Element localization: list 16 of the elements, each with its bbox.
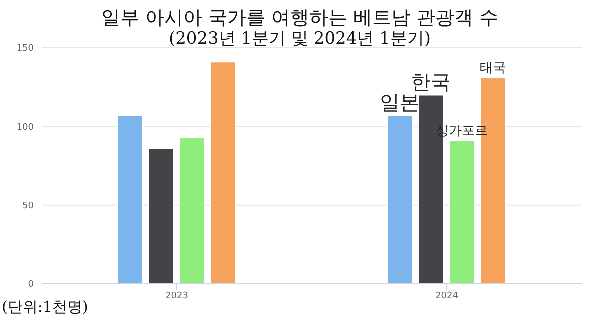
text: (단위:1천명) [2, 298, 88, 317]
series-label: 태국 [480, 60, 506, 76]
y-tick-label: 0 [28, 280, 34, 290]
x-tick-label: 2024 [436, 291, 459, 302]
bar [148, 148, 174, 284]
y-tick-label: 100 [16, 122, 34, 133]
bar [210, 62, 236, 284]
bar [387, 115, 414, 284]
chart-title: 일부 아시아 국가를 여행하는 베트남 관광객 수 [100, 7, 500, 29]
bar [117, 115, 144, 284]
bar [179, 137, 206, 284]
chart-subtitle: (2023년 1분기 및 2024년 1분기) [168, 29, 432, 49]
x-tick-label: 2023 [166, 291, 188, 302]
y-tick-label: 50 [22, 202, 34, 212]
y-tick-label: 150 [16, 44, 34, 54]
bar [449, 140, 476, 284]
